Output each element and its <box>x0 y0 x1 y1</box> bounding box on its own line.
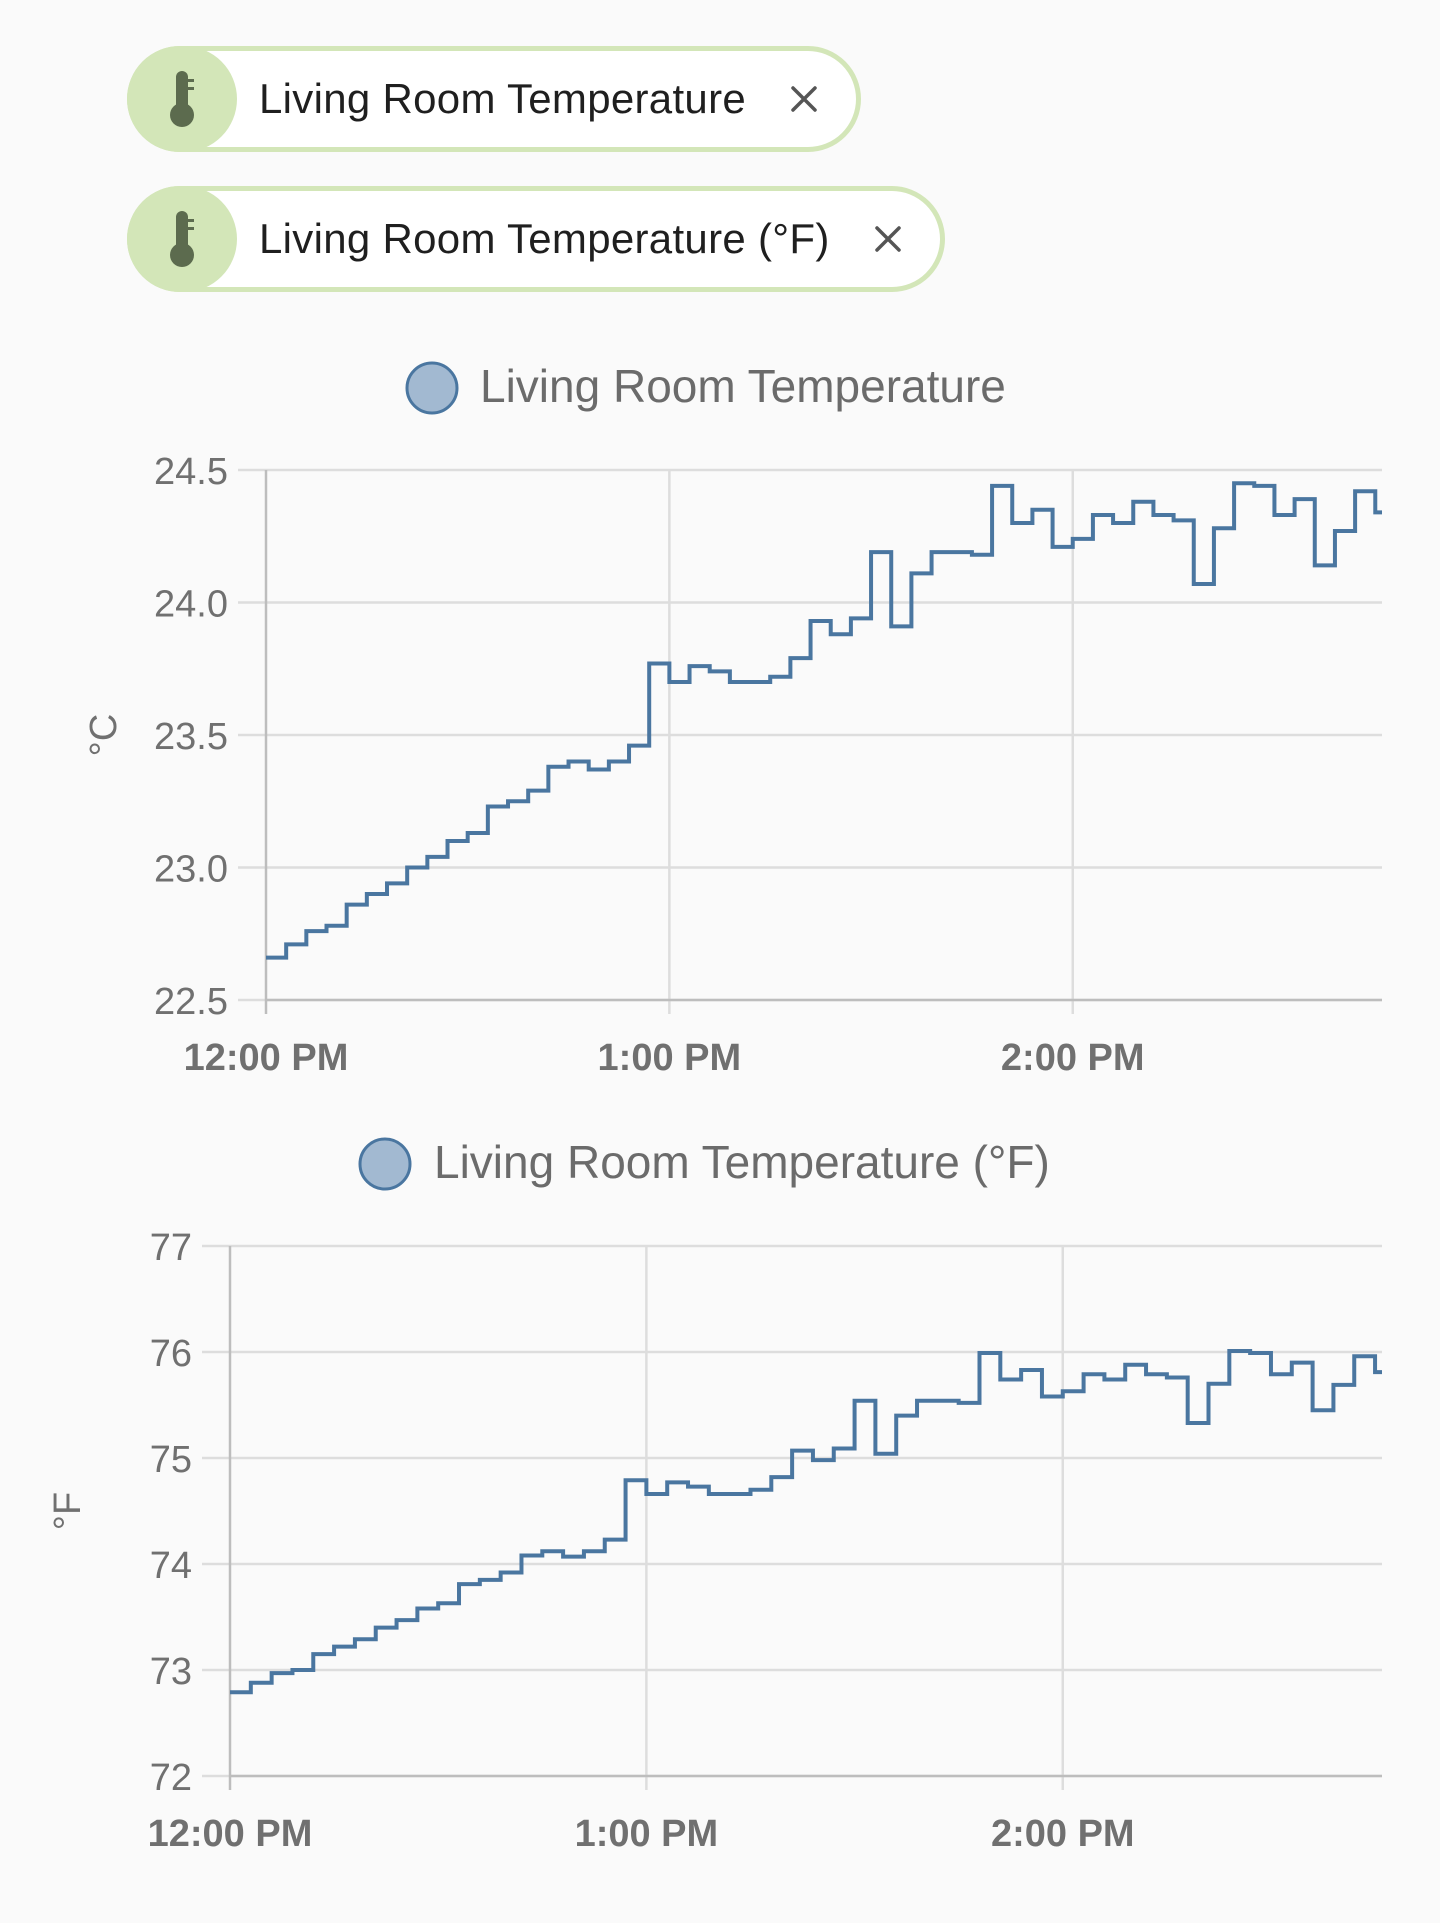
thermometer-icon <box>127 186 237 292</box>
y-tick-label: 74 <box>150 1545 192 1587</box>
y-tick-label: 22.5 <box>154 981 228 1023</box>
legend-label: Living Room Temperature (°F) <box>434 1136 1050 1188</box>
y-tick-label: 73 <box>150 1651 192 1693</box>
y-tick-label: 24.5 <box>154 451 228 493</box>
chart-fahrenheit: Living Room Temperature (°F) 72 73 74 75 76 77… <box>0 1116 1440 1876</box>
y-tick-label: 23.5 <box>154 716 228 758</box>
legend-label: Living Room Temperature <box>480 360 1006 412</box>
y-axis-label: °F <box>47 1492 89 1530</box>
x-tick-label: 1:00 PM <box>575 1813 719 1855</box>
x-tick-label: 2:00 PM <box>1001 1037 1145 1079</box>
close-icon[interactable] <box>782 77 826 121</box>
x-tick-label: 12:00 PM <box>184 1037 349 1079</box>
chart-celsius: Living Room Temperature 22.5 23.0 23.5 24.0 2… <box>0 340 1440 1100</box>
y-tick-label: 75 <box>150 1439 192 1481</box>
y-tick-label: 24.0 <box>154 584 228 626</box>
legend-swatch <box>358 1137 412 1191</box>
chart-celsius-svg: Living Room Temperature 22.5 23.0 23.5 24.0 2… <box>83 360 1382 1079</box>
filter-chip-1: Living Room Temperature <box>127 46 861 152</box>
legend-swatch <box>405 361 459 415</box>
x-tick-label: 2:00 PM <box>991 1813 1135 1855</box>
y-tick-label: 23.0 <box>154 849 228 891</box>
y-axis-label: °C <box>83 714 125 757</box>
series-line <box>230 1348 1382 1695</box>
chart-fahrenheit-svg: Living Room Temperature (°F) 72 73 74 75 76 77… <box>47 1136 1382 1855</box>
y-tick-label: 76 <box>150 1333 192 1375</box>
x-tick-label: 12:00 PM <box>148 1813 313 1855</box>
y-tick-label: 77 <box>150 1227 192 1269</box>
filter-chip-label: Living Room Temperature (°F) <box>259 215 830 262</box>
thermometer-icon <box>127 46 237 152</box>
y-tick-label: 72 <box>150 1757 192 1799</box>
close-icon[interactable] <box>866 217 910 261</box>
series-line <box>266 481 1382 960</box>
filter-chip-label: Living Room Temperature <box>259 75 747 122</box>
x-tick-label: 1:00 PM <box>598 1037 742 1079</box>
filter-chip-2: Living Room Temperature (°F) <box>127 186 945 292</box>
